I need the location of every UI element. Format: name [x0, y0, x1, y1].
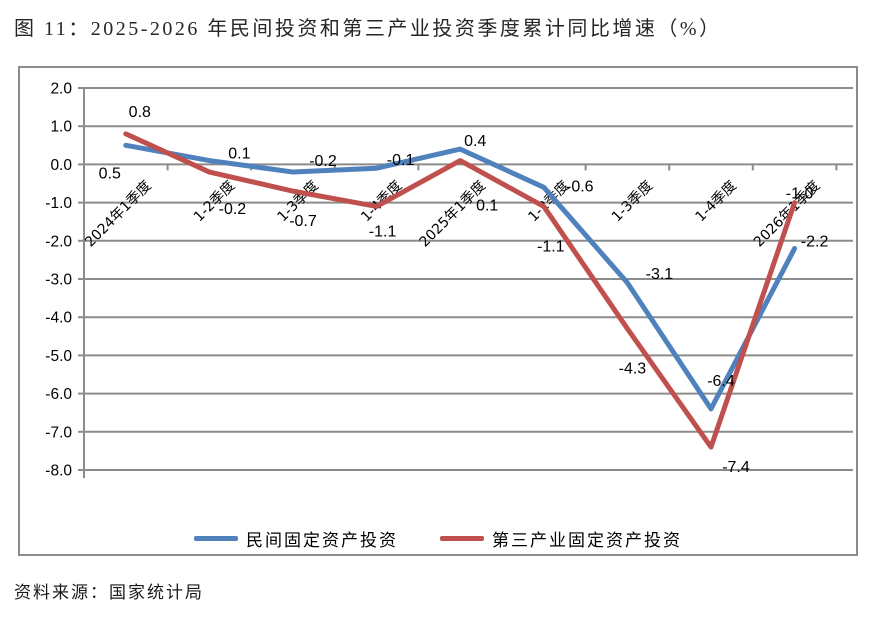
data-label: 0.4: [464, 133, 486, 150]
data-label: -1.1: [369, 223, 397, 240]
data-label: -6.4: [707, 373, 735, 390]
legend-item-private-investment: 民间固定资产投资: [194, 526, 398, 551]
data-label: -0.1: [387, 152, 415, 169]
x-axis-label: 1-3季度: [609, 178, 656, 225]
data-label: -3.1: [646, 266, 674, 283]
data-label: -0.2: [309, 153, 337, 170]
legend-line-blue-icon: [194, 535, 238, 541]
legend-label-tertiary-investment: 第三产业固定资产投资: [492, 530, 682, 550]
y-tick-label: -7.0: [45, 424, 72, 441]
y-tick-label: -3.0: [45, 272, 72, 289]
data-label: -1.0: [786, 186, 814, 203]
y-tick-label: -2.0: [45, 233, 72, 250]
x-axis-label: 2024年1季度: [82, 178, 155, 251]
legend-label-private-investment: 民间固定资产投资: [246, 530, 398, 550]
y-tick-label: 2.0: [50, 81, 72, 98]
source-note: 资料来源：国家统计局: [14, 583, 204, 602]
series-line-1: [123, 131, 798, 450]
y-tick-label: -1.0: [45, 195, 72, 212]
data-label: -4.3: [619, 361, 647, 378]
data-label: 0.5: [99, 165, 121, 182]
chart-legend: 民间固定资产投资 第三产业固定资产投资: [20, 517, 856, 559]
data-label: -0.2: [219, 201, 247, 218]
y-tick-label: -4.0: [45, 310, 72, 327]
y-tick-label: -6.0: [45, 386, 72, 403]
x-axis-label: 1-4季度: [693, 178, 740, 225]
data-label: -2.2: [801, 233, 829, 250]
legend-item-tertiary-investment: 第三产业固定资产投资: [440, 526, 682, 551]
chart-frame: 2.0 1.0 0.0 -1.0 -2.0 -3.0 -4.0 -5.0 -6.0 -7.0 -8.…: [18, 66, 858, 556]
y-tick-label: -8.0: [45, 463, 72, 480]
line-chart: 2.0 1.0 0.0 -1.0 -2.0 -3.0 -4.0 -5.0 -6.0 -7.0 -8.…: [45, 81, 853, 480]
data-label: -1.1: [537, 238, 565, 255]
data-label: -7.4: [722, 459, 750, 476]
y-tick-label: 0.0: [50, 157, 72, 174]
y-tick-label: 1.0: [50, 119, 72, 136]
data-label: 0.8: [129, 104, 151, 121]
data-label: 0.1: [476, 198, 498, 215]
data-label: 0.1: [228, 146, 250, 163]
data-label: -0.7: [289, 213, 317, 230]
legend-line-red-icon: [440, 535, 484, 541]
y-tick-label: -5.0: [45, 348, 72, 365]
series-line-0: [123, 142, 798, 412]
figure-title: 图 11：2025-2026 年民间投资和第三产业投资季度累计同比增速（%）: [14, 18, 722, 40]
data-label: -0.6: [566, 178, 594, 195]
